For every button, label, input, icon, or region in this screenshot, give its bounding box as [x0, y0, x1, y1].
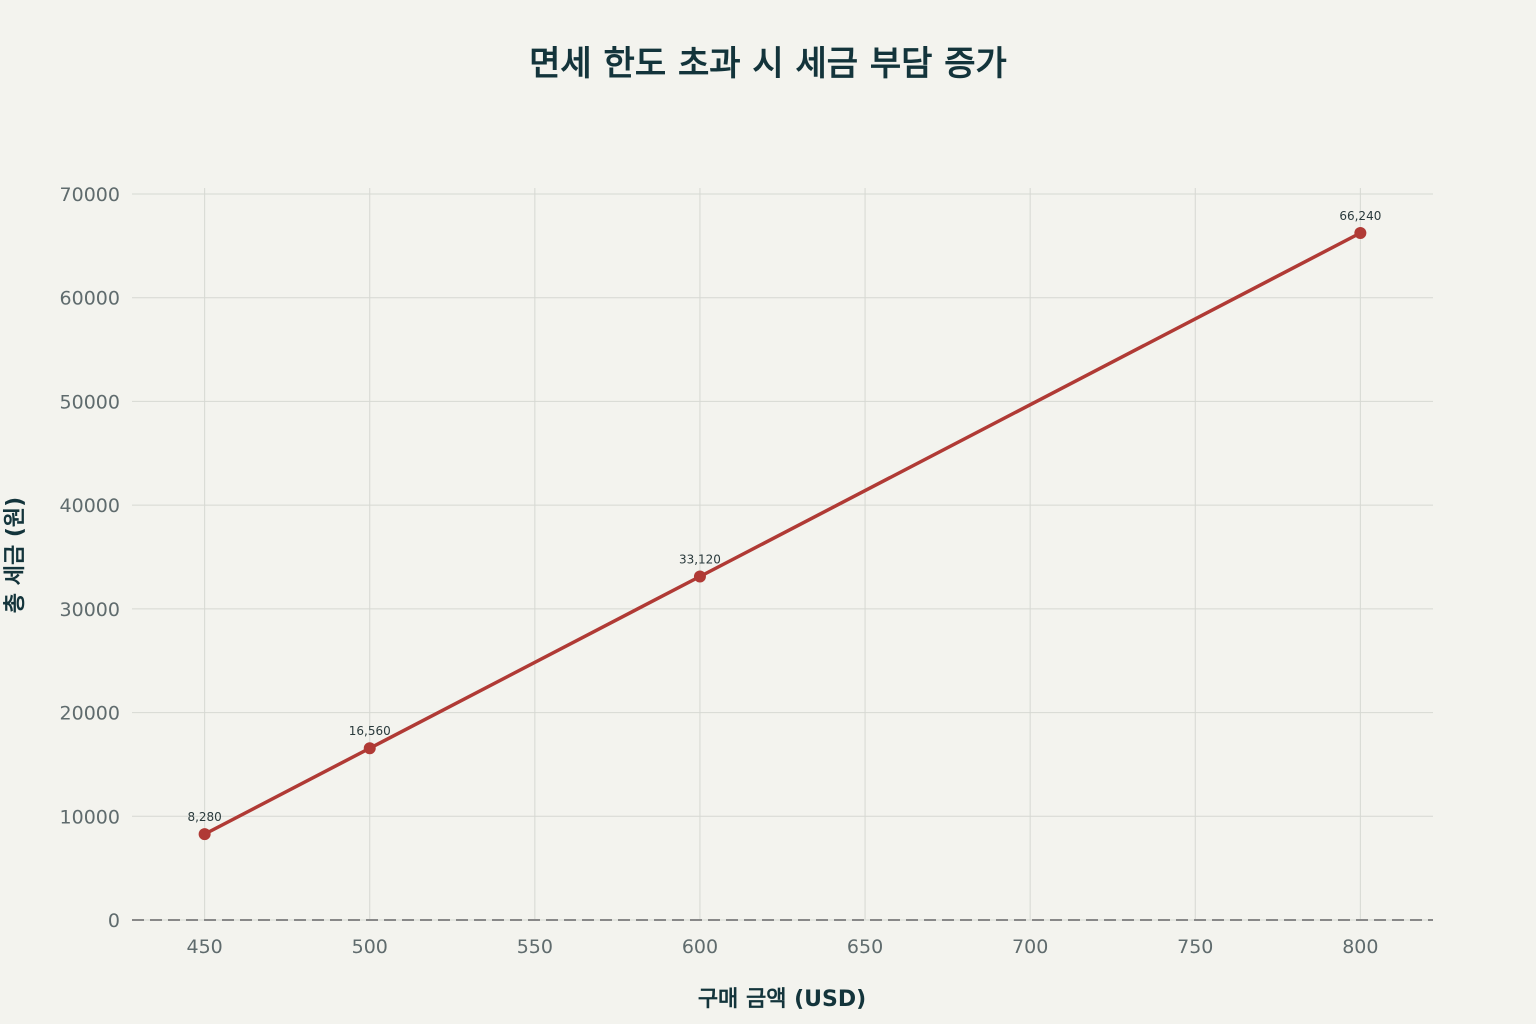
- y-tick-label: 10000: [60, 806, 120, 828]
- chart-title: 면세 한도 초과 시 세금 부담 증가: [529, 44, 1007, 84]
- x-axis-title: 구매 금액 (USD): [698, 987, 866, 1012]
- data-point: [363, 742, 376, 755]
- x-tick-label: 750: [1177, 936, 1213, 958]
- x-tick-label: 700: [1012, 936, 1048, 958]
- data-point: [198, 828, 211, 841]
- y-tick-label: 30000: [60, 599, 120, 621]
- grid-layer: [132, 188, 1433, 920]
- x-tick-label: 600: [682, 936, 718, 958]
- series-layer: 8,280 16,560 33,120 66,240: [187, 209, 1381, 841]
- series-line: [202, 231, 1363, 836]
- data-label: 16,560: [349, 724, 391, 738]
- data-label: 66,240: [1339, 209, 1381, 223]
- y-tick-label: 70000: [60, 184, 120, 206]
- y-tick-label: 0: [108, 910, 120, 932]
- x-tick-label: 650: [847, 936, 883, 958]
- data-label: 33,120: [679, 552, 721, 566]
- data-point: [693, 570, 706, 583]
- y-tick-label: 20000: [60, 703, 120, 725]
- y-tick-label: 60000: [60, 288, 120, 310]
- x-tick-label: 550: [517, 936, 553, 958]
- data-label: 8,280: [187, 810, 221, 824]
- tick-layer: 0 10000 20000 30000 40000 50000 60000 70000 450 5…: [60, 184, 1379, 958]
- data-point: [1354, 226, 1367, 239]
- x-tick-label: 500: [352, 936, 388, 958]
- y-axis-title: 총 세금 (원): [3, 497, 28, 613]
- x-tick-label: 800: [1342, 936, 1378, 958]
- y-tick-label: 50000: [60, 391, 120, 413]
- y-tick-label: 40000: [60, 495, 120, 517]
- x-tick-label: 450: [187, 936, 223, 958]
